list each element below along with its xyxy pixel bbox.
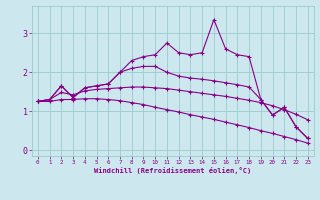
X-axis label: Windchill (Refroidissement éolien,°C): Windchill (Refroidissement éolien,°C) xyxy=(94,167,252,174)
